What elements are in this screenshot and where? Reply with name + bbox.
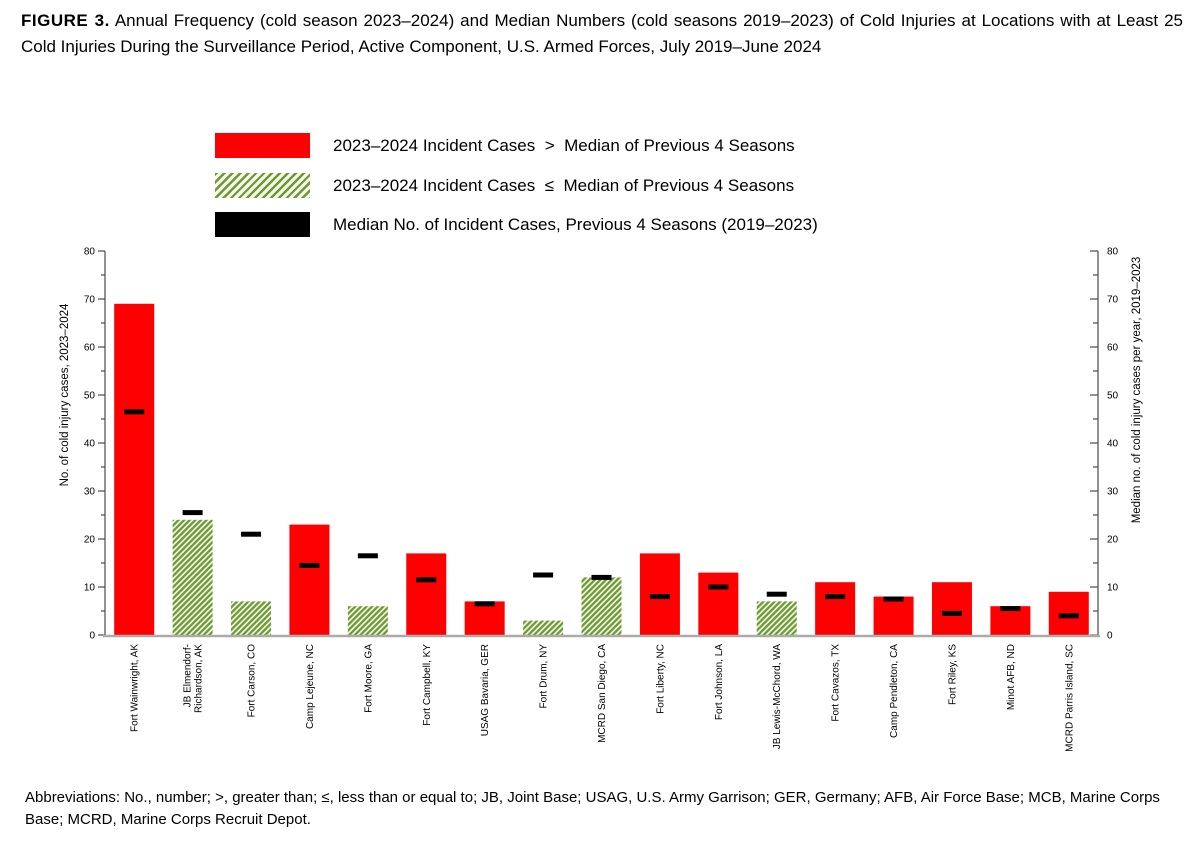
legend-swatch-red <box>215 133 310 158</box>
abbreviations-footnote: Abbreviations: No., number; >, greater t… <box>25 789 1160 828</box>
y-tick-left: 10 <box>84 583 96 594</box>
legend-swatch-black <box>215 212 310 237</box>
y-tick-right: 10 <box>1107 583 1119 594</box>
x-label: Fort Riley, KS <box>947 644 958 705</box>
x-label: Richardson, AK <box>194 644 205 713</box>
y-tick-left: 50 <box>84 391 96 402</box>
median-marker-17 <box>1058 613 1079 619</box>
y-tick-left: 40 <box>84 439 96 450</box>
bar-13 <box>815 582 856 635</box>
x-label: Fort Liberty, NC <box>655 644 666 714</box>
legend-label: Median No. of Incident Cases, Previous 4… <box>333 215 818 234</box>
legend-swatch-hatched <box>215 172 310 198</box>
bar-9 <box>581 577 622 635</box>
right-axis-title: Median no. of cold injury cases per year… <box>1131 257 1143 524</box>
x-label: Camp Pendleton, CA <box>889 644 900 738</box>
median-marker-5 <box>357 553 378 559</box>
y-tick-left: 0 <box>89 631 95 642</box>
legend-item-at-or-below-median: 2023–2024 Incident Cases ≤ Median of Pre… <box>215 172 818 198</box>
bar-3 <box>231 601 272 635</box>
cold-injury-bar-chart: 0 0 10 10 20 20 30 30 40 40 50 50 60 60 70 70 80 80 No. of… <box>59 247 1143 752</box>
bar-12 <box>756 601 797 635</box>
bar-1 <box>114 303 155 635</box>
median-marker-14 <box>883 596 904 602</box>
axes <box>98 250 1099 636</box>
x-label: Minot AFB, ND <box>1006 644 1017 710</box>
median-marker-8 <box>533 572 554 578</box>
median-marker-16 <box>1000 606 1021 612</box>
y-tick-left: 80 <box>84 247 96 258</box>
bar-14 <box>873 596 914 635</box>
x-label: MCRD San Diego, CA <box>597 644 608 743</box>
legend: 2023–2024 Incident Cases > Median of Pre… <box>215 133 818 252</box>
x-label: MCRD Parris Island, SC <box>1064 644 1075 752</box>
x-label: JB Elmendorf- <box>183 644 194 707</box>
bar-7 <box>464 601 505 635</box>
legend-item-above-median: 2023–2024 Incident Cases > Median of Pre… <box>215 133 818 158</box>
y-tick-right: 20 <box>1107 535 1119 546</box>
median-markers <box>124 409 1079 619</box>
legend-label: 2023–2024 Incident Cases ≤ Median of Pre… <box>333 175 795 195</box>
median-marker-6 <box>416 577 437 583</box>
x-label: Fort Cavazos, TX <box>831 644 842 722</box>
x-label: Fort Wainwright, AK <box>130 644 141 732</box>
bar-15 <box>931 582 972 635</box>
median-marker-10 <box>649 594 670 600</box>
median-marker-7 <box>474 601 495 607</box>
median-marker-4 <box>299 562 320 568</box>
legend-label: 2023–2024 Incident Cases > Median of Pre… <box>333 136 795 155</box>
y-tick-right: 70 <box>1107 295 1119 306</box>
x-label: Fort Campbell, KY <box>422 644 433 726</box>
x-label: JB Lewis-McChord, WA <box>772 644 783 750</box>
y-tick-right: 30 <box>1107 487 1119 498</box>
legend-item-median: Median No. of Incident Cases, Previous 4… <box>215 212 818 237</box>
y-tick-right: 80 <box>1107 247 1119 258</box>
x-label: USAG Bavaria, GER <box>480 644 491 736</box>
y-tick-left: 70 <box>84 295 96 306</box>
y-tick-right: 40 <box>1107 439 1119 450</box>
category-labels: Fort Wainwright, AK JB Elmendorf- Richards… <box>130 644 1076 752</box>
x-label: Fort Johnson, LA <box>714 644 725 720</box>
tick-labels: 0 0 10 10 20 20 30 30 40 40 50 50 60 60 70 70 80 80 <box>84 247 1119 642</box>
chart-area: 0 0 10 10 20 20 30 30 40 40 50 50 60 60 70 70 80 80 No. of… <box>0 245 1200 780</box>
x-label: Fort Drum, NY <box>539 644 550 709</box>
bar-5 <box>347 606 388 635</box>
figure-title-text: Annual Frequency (cold season 2023–2024)… <box>21 11 1183 56</box>
y-tick-right: 60 <box>1107 343 1119 354</box>
median-marker-15 <box>941 610 962 616</box>
bar-4 <box>289 524 330 635</box>
y-tick-right: 50 <box>1107 391 1119 402</box>
median-marker-12 <box>766 591 787 597</box>
y-tick-left: 60 <box>84 343 96 354</box>
bar-8 <box>523 620 564 635</box>
median-marker-9 <box>591 574 612 580</box>
y-tick-right: 0 <box>1107 631 1113 642</box>
median-marker-13 <box>825 594 846 600</box>
median-marker-3 <box>241 531 262 537</box>
bars <box>114 303 1089 635</box>
bar-11 <box>698 572 739 635</box>
median-marker-11 <box>708 584 729 590</box>
x-label: Camp Lejeune, NC <box>305 644 316 729</box>
x-label: Fort Carson, CO <box>247 644 258 718</box>
figure-number: FIGURE 3. <box>21 11 110 30</box>
bar-6 <box>406 553 447 635</box>
median-marker-2 <box>182 510 203 516</box>
left-axis-title: No. of cold injury cases, 2023–2024 <box>59 303 71 486</box>
median-marker-1 <box>124 409 145 415</box>
bar-2 <box>172 519 213 635</box>
figure-title: FIGURE 3. Annual Frequency (cold season … <box>21 8 1183 59</box>
x-label: Fort Moore, GA <box>363 644 374 713</box>
y-tick-left: 20 <box>84 535 96 546</box>
y-tick-left: 30 <box>84 487 96 498</box>
